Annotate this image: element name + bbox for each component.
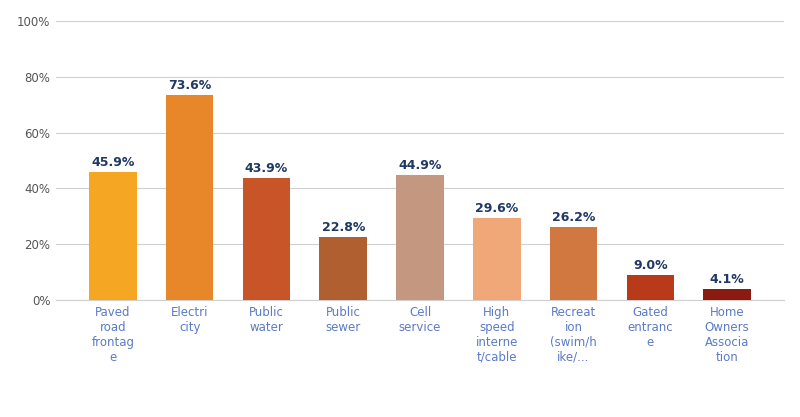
Text: 22.8%: 22.8%: [322, 221, 365, 234]
Bar: [319, 236, 367, 300]
Bar: [703, 289, 751, 300]
Text: 44.9%: 44.9%: [398, 159, 442, 172]
Bar: [473, 218, 521, 300]
Bar: [626, 275, 674, 300]
Text: 9.0%: 9.0%: [633, 259, 668, 272]
Bar: [242, 178, 290, 300]
Bar: [166, 95, 214, 300]
Bar: [550, 227, 598, 300]
Text: 73.6%: 73.6%: [168, 79, 211, 92]
Text: 29.6%: 29.6%: [475, 202, 518, 215]
Text: 4.1%: 4.1%: [710, 273, 745, 286]
Text: 45.9%: 45.9%: [91, 156, 134, 169]
Bar: [396, 175, 444, 300]
Bar: [89, 172, 137, 300]
Text: 26.2%: 26.2%: [552, 211, 595, 224]
Text: 43.9%: 43.9%: [245, 162, 288, 175]
